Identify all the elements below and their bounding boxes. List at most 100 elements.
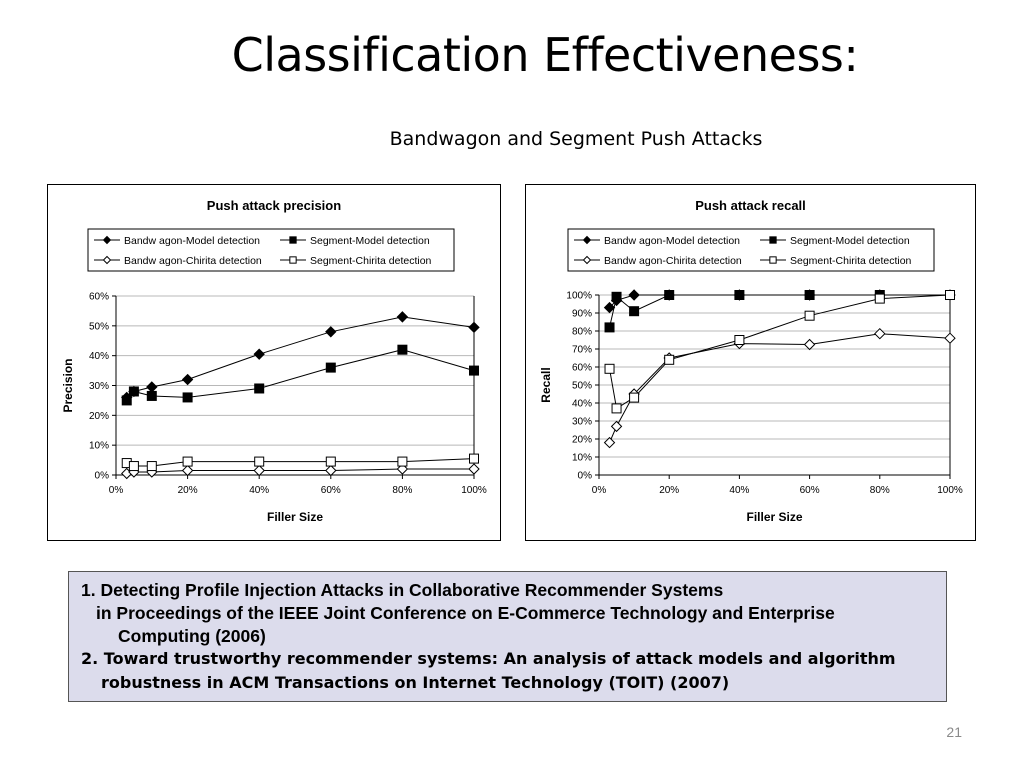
x-tick-label: 100% (937, 485, 963, 496)
chart-title: Push attack recall (695, 198, 806, 213)
legend-box (567, 228, 935, 272)
x-tick-label: 60% (321, 485, 341, 496)
x-axis-label: Filler Size (746, 510, 802, 524)
reference-2-title: 2. Toward trustworthy recommender system… (81, 649, 896, 668)
x-tick-label: 0% (109, 485, 124, 496)
chart-title: Push attack precision (207, 198, 341, 213)
legend-marker (102, 235, 112, 245)
x-tick-label: 20% (659, 485, 679, 496)
data-point (734, 335, 745, 345)
x-tick-label: 60% (800, 485, 820, 496)
series-line (126, 458, 475, 467)
chart-svg: Push attack precision Bandw agon-Model de… (61, 198, 487, 524)
data-point (181, 373, 194, 386)
data-point (469, 365, 479, 376)
slide-title: Classification Effectiveness: (231, 28, 859, 82)
data-point (469, 453, 479, 464)
legend-box (87, 228, 455, 272)
reference-1-title: 1. Detecting Profile Injection Attacks i… (81, 580, 724, 600)
series-line (609, 294, 951, 410)
series-line (126, 349, 475, 401)
data-point (182, 392, 193, 403)
data-point (734, 290, 745, 300)
legend-label: Segment-Chirita detection (310, 255, 432, 267)
series-2 (121, 463, 480, 480)
data-point (396, 311, 409, 323)
x-tick-label: 80% (392, 485, 412, 496)
data-point (804, 310, 815, 321)
y-tick-label: 60% (572, 363, 592, 374)
y-tick-label: 50% (572, 381, 592, 392)
data-point (874, 327, 886, 340)
legend-marker (769, 236, 777, 244)
data-point (254, 383, 265, 394)
data-point (146, 390, 157, 401)
x-tick-label: 0% (592, 485, 607, 496)
series-line (609, 333, 951, 443)
data-point (325, 464, 337, 477)
y-tick-label: 20% (89, 411, 109, 422)
data-point (397, 456, 408, 467)
data-point (468, 463, 480, 475)
data-point (629, 392, 640, 403)
y-tick-label: 30% (572, 417, 592, 428)
data-point (254, 456, 265, 467)
series-line (609, 294, 950, 328)
legend-label: Bandw agon-Model detection (124, 235, 260, 247)
data-point (146, 461, 157, 472)
legend-label: Segment-Chirita detection (790, 255, 912, 267)
data-point (604, 363, 615, 374)
legend-marker (289, 236, 297, 244)
x-tick-label: 100% (461, 485, 487, 496)
data-point (664, 354, 675, 365)
x-tick-label: 20% (178, 485, 198, 496)
precision-chart: Push attack precision Bandw agon-Model de… (47, 184, 501, 541)
y-axis-label: Recall (539, 367, 553, 402)
slide-subtitle: Bandwagon and Segment Push Attacks (389, 128, 763, 150)
data-point (325, 326, 337, 338)
data-point (397, 344, 408, 355)
data-point (253, 464, 265, 477)
y-axis-label: Precision (61, 358, 75, 412)
series-3 (604, 290, 955, 414)
data-point (325, 456, 336, 467)
legend-marker (289, 256, 297, 264)
y-tick-label: 40% (89, 351, 109, 362)
y-tick-label: 30% (89, 381, 109, 392)
series-3 (121, 453, 479, 472)
data-point (945, 290, 955, 300)
x-tick-label: 80% (870, 485, 890, 496)
data-point (468, 321, 480, 334)
data-point (181, 464, 194, 477)
data-point (325, 362, 336, 373)
data-point (629, 306, 640, 317)
data-point (182, 456, 193, 467)
legend-label: Bandw agon-Model detection (604, 235, 740, 247)
data-point (603, 436, 616, 449)
data-point (604, 322, 615, 333)
series-1 (121, 344, 479, 406)
series-line (609, 294, 950, 308)
series-1 (604, 290, 955, 333)
y-tick-label: 50% (89, 321, 109, 332)
y-tick-label: 0% (95, 471, 110, 482)
y-tick-label: 40% (572, 399, 592, 410)
data-point (121, 395, 132, 406)
reference-2-venue: robustness in ACM Transactions on Intern… (101, 673, 730, 692)
y-tick-label: 60% (89, 292, 109, 303)
x-tick-label: 40% (249, 485, 269, 496)
reference-1-venue: in Proceedings of the IEEE Joint Confere… (96, 603, 835, 623)
recall-chart: Push attack recall Bandw agon-Model detec… (525, 184, 976, 541)
y-tick-label: 100% (566, 291, 592, 302)
y-tick-label: 70% (572, 345, 592, 356)
legend-marker (582, 235, 592, 245)
data-point (804, 290, 815, 300)
data-point (610, 420, 623, 433)
data-point (603, 301, 616, 314)
y-tick-label: 80% (572, 327, 592, 338)
series-line (126, 468, 474, 474)
y-tick-label: 0% (578, 471, 593, 482)
data-point (803, 338, 816, 351)
legend-marker (582, 255, 592, 265)
page-number: 21 (946, 724, 962, 740)
